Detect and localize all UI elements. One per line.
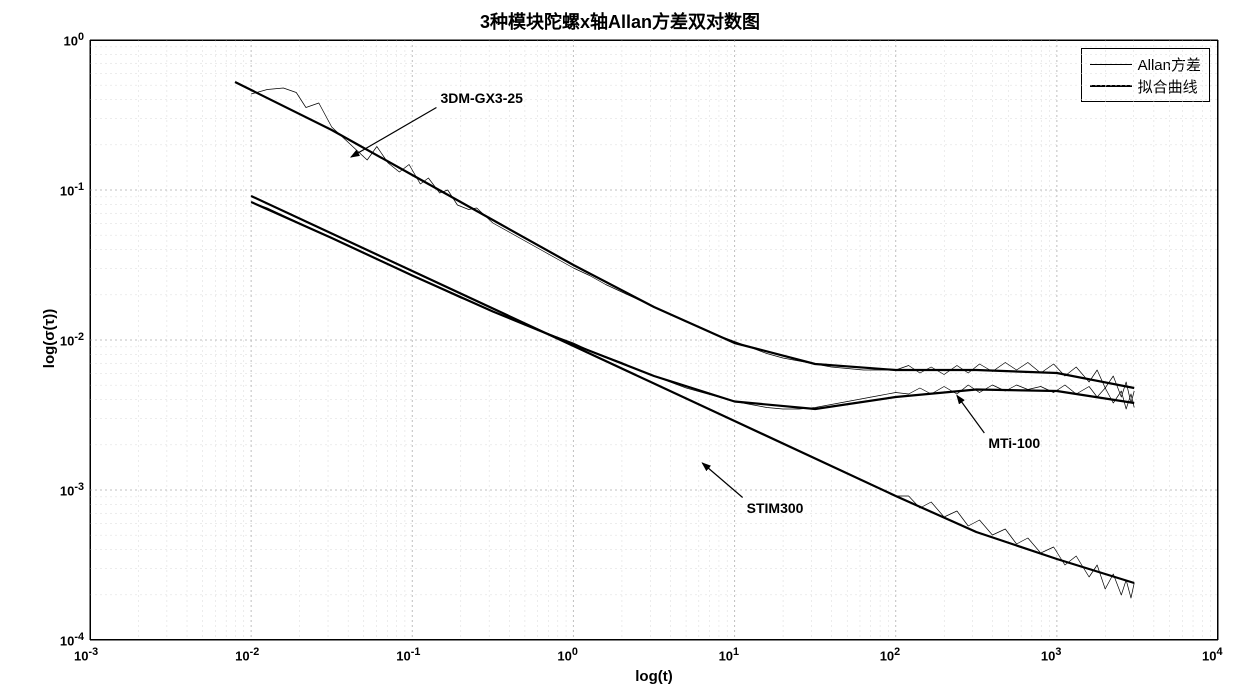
- annotation-arrow-stim300: [702, 463, 742, 498]
- tick-label: 103: [1041, 646, 1062, 663]
- tick-label: 10-1: [60, 181, 84, 198]
- series-3DM-GX3-25-allan: [251, 88, 1134, 403]
- series-STIM300-allan: [251, 196, 1134, 598]
- tick-label: 101: [719, 646, 740, 663]
- tick-label: 102: [880, 646, 901, 663]
- tick-label: 10-3: [60, 481, 84, 498]
- series-3DM-GX3-25-fit: [235, 82, 1134, 388]
- series-MTi-100-allan: [251, 202, 1134, 409]
- tick-label: 104: [1202, 646, 1223, 663]
- tick-label: 10-1: [396, 646, 420, 663]
- annotation-stim300: STIM300: [747, 500, 804, 516]
- annotation-arrow-mti-100: [957, 396, 984, 434]
- tick-label: 10-4: [60, 631, 84, 648]
- tick-label: 100: [557, 646, 578, 663]
- series-MTi-100-fit: [251, 202, 1134, 409]
- annotation-arrow-3dm-gx3-25: [351, 108, 436, 158]
- annotation-mti-100: MTi-100: [988, 435, 1040, 451]
- tick-label: 10-2: [235, 646, 259, 663]
- annotation-3dm-gx3-25: 3DM-GX3-25: [440, 90, 522, 106]
- tick-label: 10-3: [74, 646, 98, 663]
- tick-label: 10-2: [60, 331, 84, 348]
- chart-container: 3种模块陀螺x轴Allan方差双对数图 log(σ(τ)) log(t) All…: [0, 0, 1240, 692]
- tick-label: 100: [64, 31, 85, 48]
